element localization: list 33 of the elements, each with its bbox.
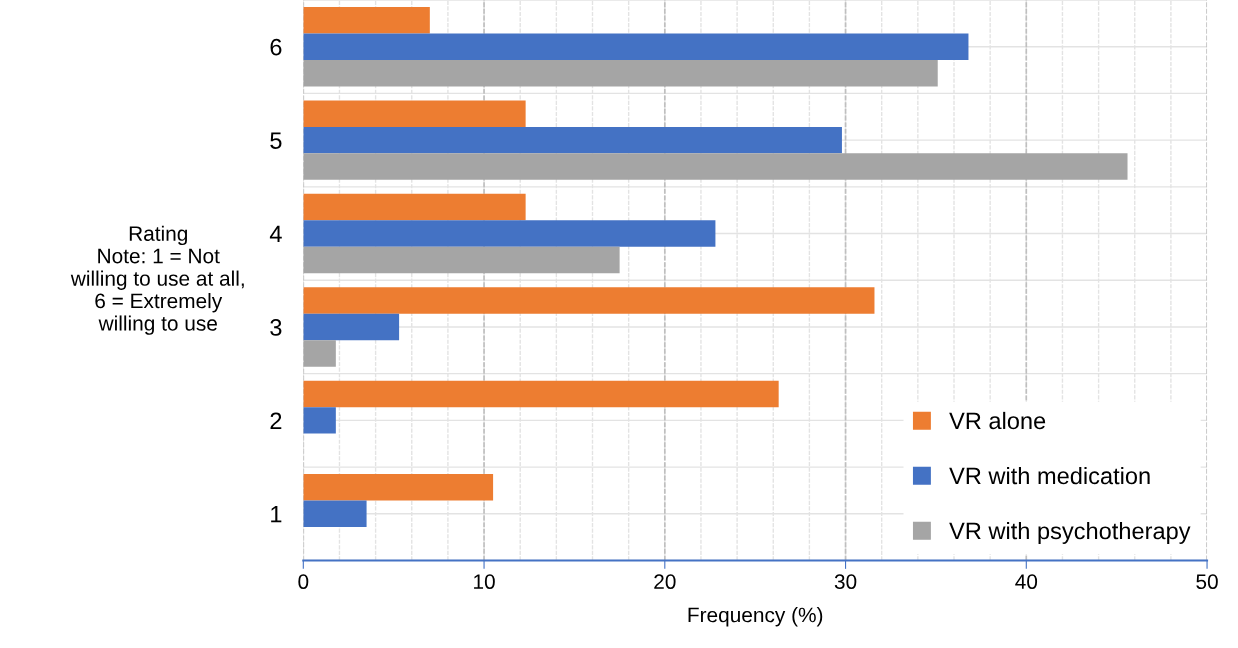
bar xyxy=(303,193,526,221)
legend-label: VR with psychotherapy xyxy=(949,521,1191,544)
bar xyxy=(303,474,494,501)
x-tick-label: 30 xyxy=(834,574,857,590)
y-tick-label: 1 xyxy=(271,506,282,523)
bar xyxy=(303,100,526,127)
bar xyxy=(303,59,938,87)
bar xyxy=(303,126,842,154)
bar xyxy=(303,246,620,274)
x-axis-title: Frequency (%) xyxy=(688,607,823,627)
bar xyxy=(303,33,969,60)
y-axis-title: Rating Note: 1 = Not willing to use at all, 6 = Extremely willing to use xyxy=(70,225,244,335)
bar xyxy=(303,380,779,408)
legend-label: VR alone xyxy=(949,411,1046,430)
bar xyxy=(303,313,400,341)
bar xyxy=(303,340,336,367)
x-tick-label: 0 xyxy=(298,574,309,590)
y-tick-label: 6 xyxy=(270,38,282,56)
bar xyxy=(303,407,336,434)
bar xyxy=(303,7,430,34)
y-tick-label: 2 xyxy=(270,412,282,429)
y-tick-label: 3 xyxy=(270,319,282,336)
x-tick-label: 10 xyxy=(474,574,495,590)
y-tick-label: 5 xyxy=(270,132,282,149)
x-tick-label: 40 xyxy=(1015,574,1038,590)
x-tick-label: 50 xyxy=(1196,574,1218,590)
bar xyxy=(303,287,875,314)
bar xyxy=(303,500,367,528)
y-tick-label: 4 xyxy=(269,225,282,243)
x-tick-label: 20 xyxy=(654,574,676,590)
legend-label: VR with medication xyxy=(949,466,1150,485)
bar xyxy=(303,220,716,247)
bar xyxy=(303,153,1128,180)
